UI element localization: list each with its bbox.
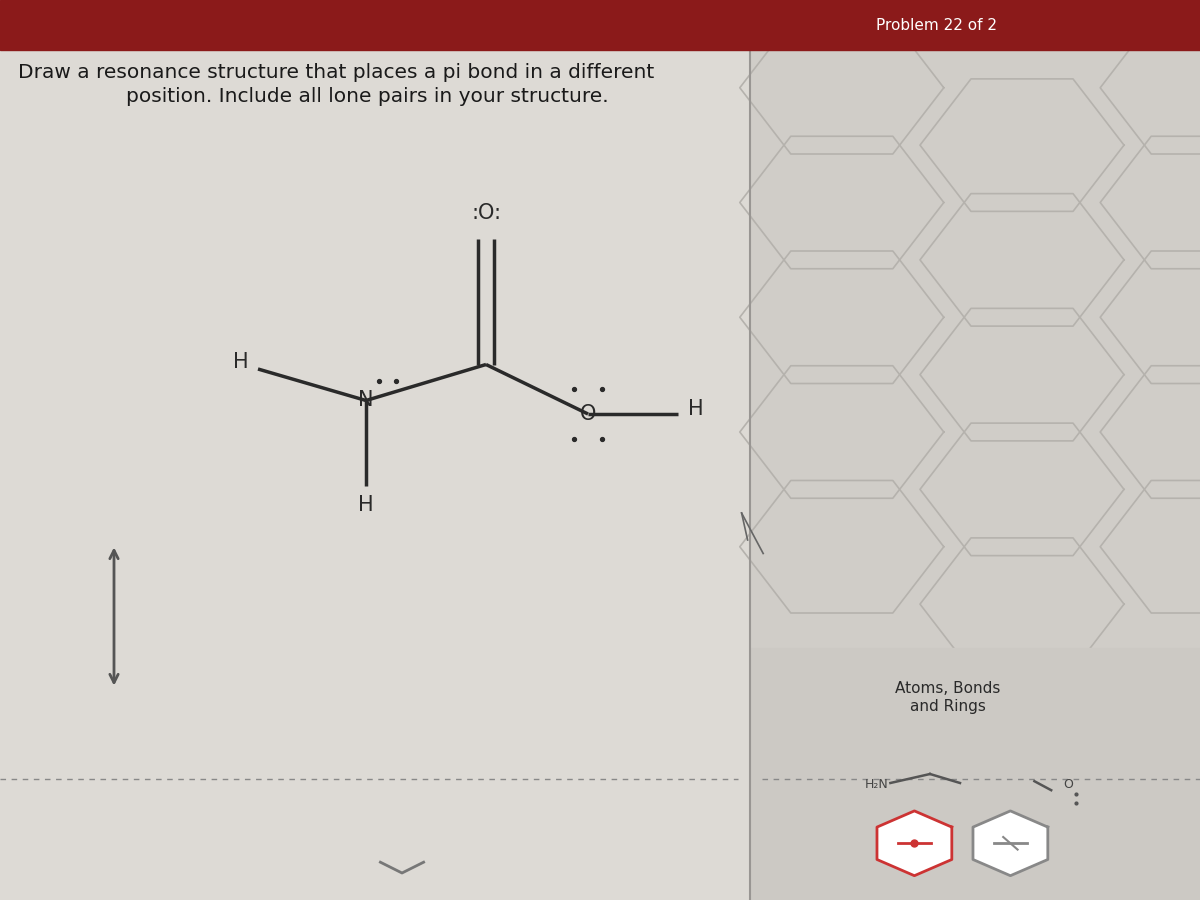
Text: position. Include all lone pairs in your structure.: position. Include all lone pairs in your… — [126, 86, 608, 106]
Polygon shape — [877, 811, 952, 876]
Text: O: O — [1063, 778, 1073, 791]
Text: H₂N: H₂N — [864, 778, 888, 791]
Text: Problem 22 of 2: Problem 22 of 2 — [876, 18, 996, 32]
Text: :O:: :O: — [472, 203, 502, 223]
Text: H: H — [233, 352, 248, 372]
Text: O: O — [580, 404, 596, 424]
Bar — [750, 50, 1200, 900]
Text: H: H — [688, 400, 703, 419]
Polygon shape — [973, 811, 1048, 876]
Text: Atoms, Bonds
and Rings: Atoms, Bonds and Rings — [895, 681, 1001, 714]
Text: N: N — [359, 391, 373, 410]
Bar — [0, 0, 1200, 50]
Bar — [750, 648, 1200, 900]
Bar — [0, 50, 750, 900]
Text: Draw a resonance structure that places a pi bond in a different: Draw a resonance structure that places a… — [18, 62, 654, 82]
Text: H: H — [358, 495, 374, 515]
